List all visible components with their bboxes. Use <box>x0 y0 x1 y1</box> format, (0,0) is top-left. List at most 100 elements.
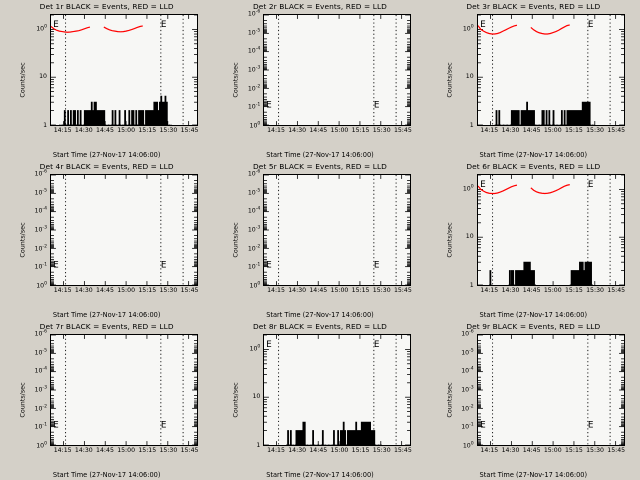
x-tick-label: 15:15 <box>564 447 583 454</box>
detector-panel-7[interactable]: Det 7r BLACK = Events, RED = LLD Counts/s… <box>0 320 213 480</box>
y-tick-label: 10-3 <box>461 385 474 394</box>
event-marker-label: E <box>53 260 59 270</box>
event-marker-label: E <box>161 420 167 430</box>
y-axis-ticks: 10-6 10-5 10-4 10-3 10-2 10-1 100 <box>213 10 263 130</box>
x-tick-label: 15:30 <box>159 287 178 294</box>
event-marker-label: E <box>480 180 486 190</box>
y-tick-label: 100 <box>249 281 261 290</box>
events-histogram <box>286 421 382 445</box>
detector-panel-2[interactable]: Det 2r BLACK = Events, RED = LLD Counts/s… <box>213 0 426 160</box>
x-tick-label: 15:45 <box>393 127 412 134</box>
x-tick-label: 15:15 <box>351 127 370 134</box>
x-axis-ticks: 14:15 14:30 14:45 15:00 15:15 15:30 15:45 <box>477 447 625 459</box>
x-tick-label: 14:15 <box>480 287 499 294</box>
x-tick-label: 15:30 <box>372 127 391 134</box>
y-tick-label: 10-3 <box>34 385 47 394</box>
x-tick-label: 15:45 <box>180 127 199 134</box>
y-tick-label: 10-6 <box>461 329 474 338</box>
events-histogram <box>488 261 593 285</box>
y-axis-ticks: 10-6 10-5 10-4 10-3 10-2 10-1 100 <box>0 330 50 450</box>
x-tick-label: 14:30 <box>501 447 520 454</box>
event-marker-label: E <box>588 20 594 30</box>
detector-panel-9[interactable]: Det 9r BLACK = Events, RED = LLD Counts/s… <box>427 320 640 480</box>
y-tick-label: 10 <box>252 393 261 401</box>
detector-panel-5[interactable]: Det 5r BLACK = Events, RED = LLD Counts/s… <box>213 160 426 320</box>
x-axis-ticks: 14:15 14:30 14:45 15:00 15:15 15:30 15:45 <box>477 127 625 139</box>
y-axis-ticks: 1 10 100 <box>213 334 263 448</box>
events-histogram <box>494 101 594 125</box>
detector-panel-4[interactable]: Det 4r BLACK = Events, RED = LLD Counts/s… <box>0 160 213 320</box>
x-tick-label: 14:45 <box>309 447 328 454</box>
panel-title: Det 3r BLACK = Events, RED = LLD <box>466 2 601 11</box>
y-tick-label: 100 <box>462 24 474 33</box>
x-tick-label: 15:00 <box>330 287 349 294</box>
x-axis-label: Start Time (27-Nov-17 14:06:00) <box>479 471 588 479</box>
x-axis-label: Start Time (27-Nov-17 14:06:00) <box>266 471 374 479</box>
x-tick-label: 15:30 <box>586 287 604 294</box>
x-tick-label: 15:45 <box>607 447 626 454</box>
x-tick-label: 14:15 <box>267 447 285 454</box>
lld-curve <box>477 24 570 35</box>
x-tick-label: 15:15 <box>138 447 157 454</box>
x-tick-label: 15:15 <box>351 287 370 294</box>
x-tick-label: 15:00 <box>330 127 349 134</box>
panel-title: Det 9r BLACK = Events, RED = LLD <box>466 322 601 331</box>
x-tick-label: 15:15 <box>564 287 583 294</box>
y-tick-label: 10-6 <box>34 169 47 178</box>
x-tick-label: 14:45 <box>522 287 541 294</box>
x-axis-ticks: 14:15 14:30 14:45 15:00 15:15 15:30 15:45 <box>263 127 412 139</box>
detector-panel-3[interactable]: Det 3r BLACK = Events, RED = LLD Counts/s… <box>427 0 640 160</box>
y-tick-label: 10 <box>39 73 47 81</box>
x-tick-label: 15:00 <box>117 127 136 134</box>
x-axis-label: Start Time (27-Nov-17 14:06:00) <box>52 311 161 319</box>
x-tick-label: 15:30 <box>586 127 604 134</box>
x-tick-label: 14:30 <box>74 447 93 454</box>
x-axis-ticks: 14:15 14:30 14:45 15:00 15:15 15:30 15:45 <box>50 447 199 459</box>
detector-panel-1[interactable]: Det 1r BLACK = Events, RED = LLD Counts/s… <box>0 0 213 160</box>
y-axis-ticks: 10-6 10-5 10-4 10-3 10-2 10-1 100 <box>213 170 263 290</box>
x-tick-label: 14:30 <box>288 447 307 454</box>
y-tick-label: 10-1 <box>247 262 261 271</box>
x-axis-label: Start Time (27-Nov-17 14:06:00) <box>52 471 161 479</box>
y-axis-ticks: 1 10 100 <box>427 14 477 128</box>
x-tick-label: 14:15 <box>267 287 285 294</box>
y-tick-label: 10-2 <box>461 404 474 413</box>
event-marker-label: E <box>266 260 272 270</box>
y-tick-label: 10-5 <box>247 188 261 197</box>
y-tick-label: 100 <box>36 24 47 33</box>
x-tick-label: 15:00 <box>543 287 562 294</box>
x-tick-label: 15:30 <box>586 447 604 454</box>
y-tick-label: 10-5 <box>247 28 261 37</box>
x-tick-label: 15:45 <box>393 287 412 294</box>
x-tick-label: 14:45 <box>309 127 328 134</box>
x-tick-label: 14:30 <box>74 127 93 134</box>
lld-curve <box>477 183 570 195</box>
detector-panel-6[interactable]: Det 6r BLACK = Events, RED = LLD Counts/s… <box>427 160 640 320</box>
y-tick-label: 10-6 <box>247 9 261 18</box>
x-tick-label: 15:30 <box>159 447 178 454</box>
x-axis-label: Start Time (27-Nov-17 14:06:00) <box>479 151 588 159</box>
x-axis-label: Start Time (27-Nov-17 14:06:00) <box>266 151 374 159</box>
x-tick-label: 14:45 <box>309 287 328 294</box>
detector-panel-8[interactable]: Det 8r BLACK = Events, RED = LLD Counts/s… <box>213 320 426 480</box>
x-tick-label: 15:15 <box>564 127 583 134</box>
x-tick-label: 15:00 <box>117 447 136 454</box>
panel-title: Det 2r BLACK = Events, RED = LLD <box>252 2 387 11</box>
y-tick-label: 10-5 <box>34 348 47 357</box>
event-marker-label: E <box>161 260 167 270</box>
event-marker-label: E <box>480 20 486 30</box>
